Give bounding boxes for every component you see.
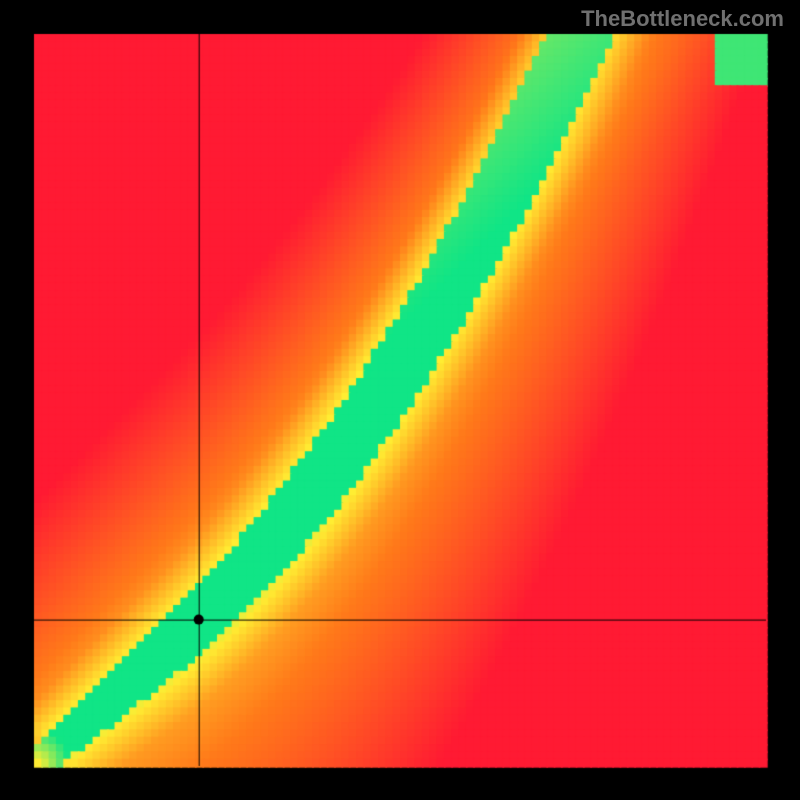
chart-container: TheBottleneck.com bbox=[0, 0, 800, 800]
heatmap-canvas bbox=[0, 0, 800, 800]
watermark-text: TheBottleneck.com bbox=[581, 6, 784, 32]
